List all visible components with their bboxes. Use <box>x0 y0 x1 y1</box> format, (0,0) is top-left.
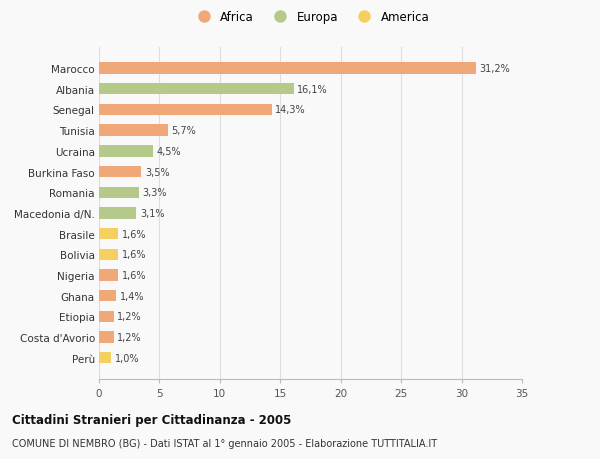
Bar <box>99 353 111 364</box>
Bar <box>99 311 113 322</box>
Text: 1,6%: 1,6% <box>122 250 146 260</box>
Bar <box>99 146 154 157</box>
Text: Cittadini Stranieri per Cittadinanza - 2005: Cittadini Stranieri per Cittadinanza - 2… <box>12 413 292 426</box>
Bar <box>99 105 272 116</box>
Text: 1,2%: 1,2% <box>117 312 142 322</box>
Text: COMUNE DI NEMBRO (BG) - Dati ISTAT al 1° gennaio 2005 - Elaborazione TUTTITALIA.: COMUNE DI NEMBRO (BG) - Dati ISTAT al 1°… <box>12 438 437 448</box>
Text: 1,6%: 1,6% <box>122 270 146 280</box>
Bar <box>99 291 116 302</box>
Bar <box>99 332 113 343</box>
Bar <box>99 229 118 240</box>
Text: 4,5%: 4,5% <box>157 146 182 157</box>
Legend: Africa, Europa, America: Africa, Europa, America <box>192 11 429 24</box>
Text: 5,7%: 5,7% <box>172 126 196 136</box>
Text: 16,1%: 16,1% <box>297 84 328 95</box>
Text: 1,0%: 1,0% <box>115 353 139 363</box>
Bar <box>99 63 476 74</box>
Bar <box>99 187 139 198</box>
Bar <box>99 208 136 219</box>
Text: 3,1%: 3,1% <box>140 208 164 218</box>
Text: 31,2%: 31,2% <box>480 64 511 74</box>
Text: 1,6%: 1,6% <box>122 229 146 239</box>
Text: 3,5%: 3,5% <box>145 167 170 177</box>
Text: 1,4%: 1,4% <box>119 291 144 301</box>
Bar <box>99 167 142 178</box>
Bar <box>99 125 168 136</box>
Text: 1,2%: 1,2% <box>117 332 142 342</box>
Bar <box>99 249 118 260</box>
Text: 14,3%: 14,3% <box>275 105 306 115</box>
Bar <box>99 84 293 95</box>
Text: 3,3%: 3,3% <box>143 188 167 198</box>
Bar <box>99 270 118 281</box>
